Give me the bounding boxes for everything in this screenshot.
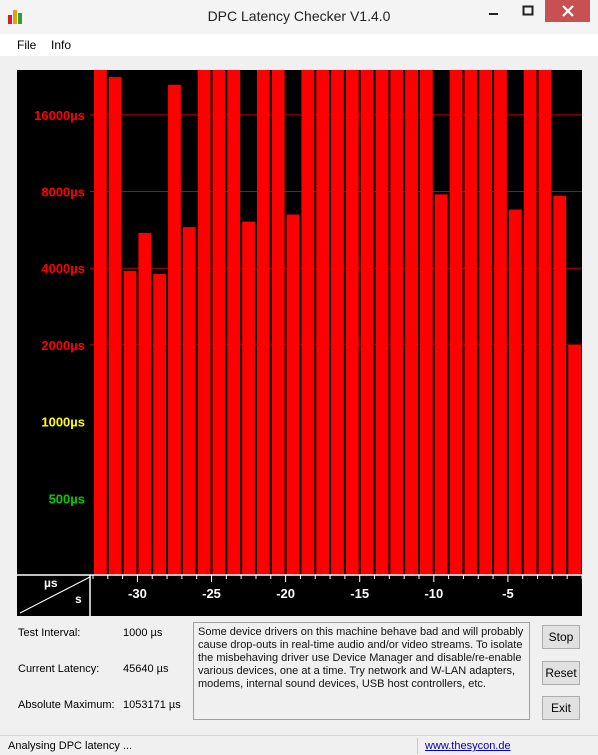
menu-file[interactable]: File: [17, 38, 37, 52]
latency-bar: [390, 70, 404, 575]
latency-bar: [553, 195, 567, 575]
latency-bar: [286, 214, 300, 575]
bar-chart-app-icon: [8, 8, 26, 24]
current-latency-value: 45640 µs: [123, 663, 169, 675]
latency-chart: 16000µs 8000µs 4000µs 2000µs 1000µs 500µs -30…: [17, 70, 582, 616]
latency-bar: [108, 77, 122, 575]
y-tick-label: 4000µs: [41, 261, 85, 276]
y-unit-label: µs: [44, 576, 58, 590]
close-button[interactable]: [545, 0, 590, 22]
title-bar[interactable]: DPC Latency Checker V1.4.0: [0, 0, 598, 34]
x-tick-label: -20: [276, 586, 295, 601]
maximize-icon: [522, 5, 534, 16]
y-tick-label: 500µs: [49, 491, 85, 506]
test-interval-value: 1000 µs: [123, 627, 163, 639]
y-tick-label: 1000µs: [41, 415, 85, 430]
diagnosis-message: Some device drivers on this machine beha…: [193, 622, 530, 720]
x-tick-label: -25: [202, 586, 221, 601]
absolute-maximum-value: 1053171 µs: [123, 699, 181, 711]
y-tick-label: 16000µs: [34, 108, 85, 123]
latency-bar: [123, 271, 137, 575]
website-link[interactable]: www.thesycon.de: [425, 740, 511, 752]
latency-bar: [227, 70, 241, 575]
status-bar: Analysing DPC latency ... www.thesycon.d…: [0, 735, 598, 755]
latency-bar: [316, 70, 330, 575]
x-tick-label: -30: [128, 586, 147, 601]
y-tick-label: 8000µs: [41, 185, 85, 200]
window-title: DPC Latency Checker V1.4.0: [207, 8, 391, 24]
minimize-icon: [489, 13, 498, 15]
latency-bar: [197, 70, 211, 575]
latency-bar: [331, 70, 344, 575]
reset-button[interactable]: Reset: [542, 661, 580, 685]
status-separator: [417, 738, 418, 754]
current-latency-label: Current Latency:: [18, 663, 100, 675]
latency-bar: [375, 70, 389, 575]
latency-bar: [523, 70, 537, 575]
status-text: Analysing DPC latency ...: [8, 740, 133, 752]
exit-button[interactable]: Exit: [542, 696, 580, 720]
latency-bar: [464, 70, 478, 575]
y-tick-label: 2000µs: [41, 338, 85, 353]
x-tick-label: -15: [350, 586, 369, 601]
latency-bar: [212, 70, 226, 575]
menu-bar: File Info: [0, 34, 598, 56]
latency-bar: [256, 70, 270, 575]
latency-bar: [568, 344, 581, 575]
latency-bar: [405, 70, 418, 575]
latency-bar: [538, 70, 552, 575]
latency-chart-svg: 16000µs 8000µs 4000µs 2000µs 1000µs 500µs -30…: [17, 70, 582, 616]
latency-bar: [271, 70, 285, 575]
menu-info[interactable]: Info: [51, 38, 72, 52]
latency-bar: [93, 70, 107, 575]
latency-bar: [242, 221, 255, 575]
minimize-button[interactable]: [477, 0, 511, 22]
axis-corner-diagonal: [19, 576, 91, 614]
latency-bar: [182, 227, 196, 576]
latency-bar: [153, 273, 167, 575]
latency-bar: [301, 70, 315, 575]
latency-bar: [479, 70, 493, 575]
absolute-maximum-label: Absolute Maximum:: [18, 699, 115, 711]
latency-bar: [449, 70, 463, 575]
x-tick-label: -10: [424, 586, 443, 601]
latency-bar: [138, 233, 152, 575]
latency-bar: [360, 70, 374, 575]
maximize-button[interactable]: [511, 0, 545, 22]
latency-bar: [419, 70, 433, 575]
x-unit-label: s: [75, 592, 82, 606]
x-tick-label: -5: [502, 586, 514, 601]
latency-bar: [494, 70, 507, 575]
close-icon: [561, 5, 574, 17]
latency-bar: [345, 70, 359, 575]
latency-bar: [168, 84, 181, 575]
latency-bar: [508, 209, 522, 575]
test-interval-label: Test Interval:: [18, 627, 81, 639]
stop-button[interactable]: Stop: [542, 625, 580, 649]
latency-bar: [434, 194, 448, 575]
